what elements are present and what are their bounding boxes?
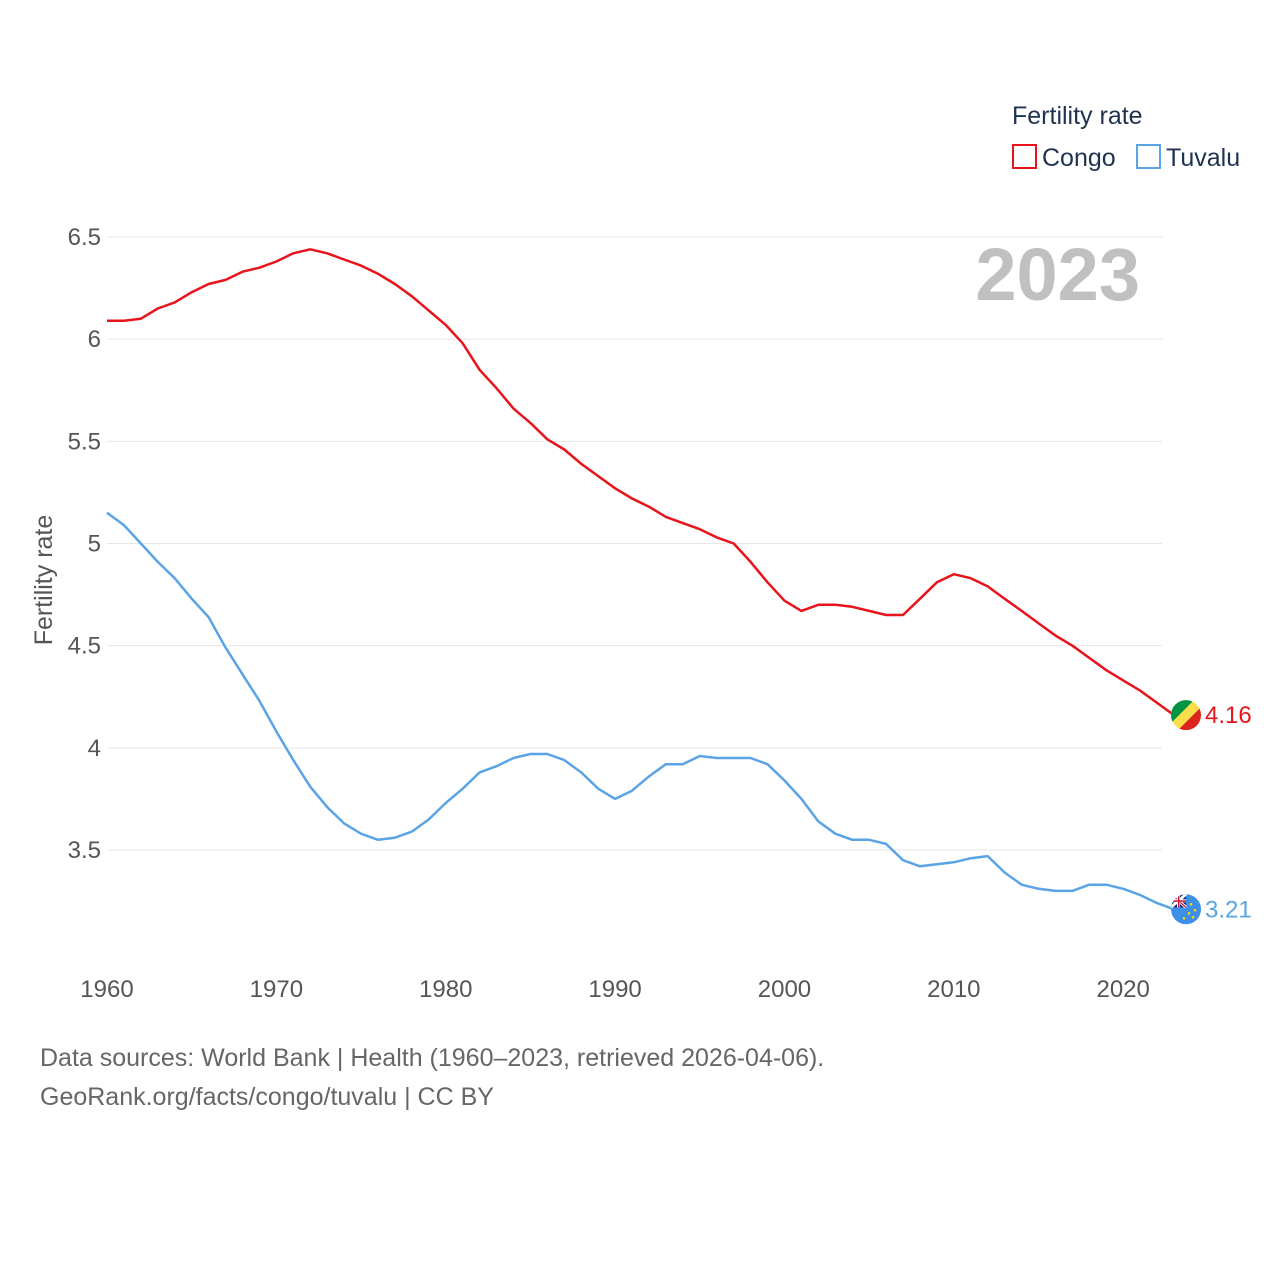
y-axis-title: Fertility rate <box>30 515 58 646</box>
x-tick-label: 1960 <box>80 976 133 1003</box>
legend-label-tuvalu[interactable]: Tuvalu <box>1166 144 1240 172</box>
x-tick-label: 1970 <box>250 976 303 1003</box>
end-label-congo: 4.16 <box>1205 702 1252 729</box>
year-label: 2023 <box>975 233 1140 316</box>
x-tick-label: 2010 <box>927 976 980 1003</box>
series-lines <box>106 248 1186 911</box>
x-tick-label: 2000 <box>758 976 811 1003</box>
x-tick-label: 1990 <box>588 976 641 1003</box>
x-tick-label: 1980 <box>419 976 472 1003</box>
legend-title: Fertility rate <box>1012 102 1143 130</box>
y-tick-label: 6.5 <box>68 224 101 251</box>
congo-flag-icon <box>1171 700 1201 731</box>
legend-swatch-congo[interactable] <box>1012 144 1037 169</box>
footer-credit[interactable]: GeoRank.org/facts/congo/tuvalu | CC BY <box>40 1083 494 1111</box>
y-tick-label: 4.5 <box>68 633 101 660</box>
end-label-tuvalu: 3.21 <box>1205 896 1252 923</box>
x-tick-label: 2020 <box>1096 976 1149 1003</box>
y-tick-label: 6 <box>88 326 101 353</box>
y-tick-label: 3.5 <box>68 837 101 864</box>
series-line-tuvalu[interactable] <box>106 511 1175 911</box>
x-axis-ticks: 1960 1970 1980 1990 2000 2010 2020 <box>80 976 1150 1003</box>
series-line-congo[interactable] <box>107 248 1175 717</box>
legend-swatch-tuvalu[interactable] <box>1136 144 1161 169</box>
footer-sources: Data sources: World Bank | Health (1960–… <box>40 1044 825 1072</box>
legend-label-congo[interactable]: Congo <box>1042 144 1116 172</box>
tuvalu-flag-icon <box>1171 894 1201 925</box>
y-axis-ticks: 3.5 4 4.5 5 5.5 6 6.5 <box>68 224 101 864</box>
y-tick-label: 4 <box>88 735 101 762</box>
legend: Fertility rate Congo Tuvalu <box>1012 102 1240 172</box>
y-tick-label: 5.5 <box>68 428 101 455</box>
y-tick-label: 5 <box>88 531 101 558</box>
gridlines <box>107 236 1162 851</box>
